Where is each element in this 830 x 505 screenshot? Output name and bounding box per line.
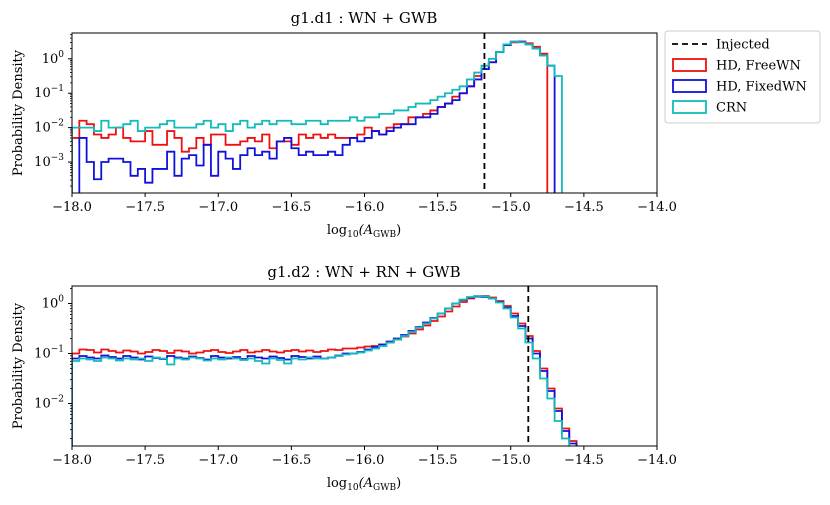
x-tick-label: −14.5 (564, 453, 604, 468)
x-tick-label: −14.5 (564, 200, 604, 215)
histogram-crn (72, 295, 571, 446)
plot-area (72, 33, 563, 193)
y-axis-ticks: 100 10−1 10−2 (34, 288, 72, 439)
x-tick-label: −17.5 (125, 200, 165, 215)
histogram-hd-fixedwn (72, 295, 578, 446)
x-axis-label-log: log (327, 476, 347, 491)
legend-swatch (672, 100, 707, 114)
y-tick-label: 10−2 (34, 119, 64, 136)
x-tick-label: −16.0 (345, 200, 385, 215)
x-axis-label-log: log (327, 223, 347, 238)
x-tick-label: −18.0 (52, 453, 92, 468)
y-tick-label: 100 (42, 50, 65, 67)
y-tick-label: 10−1 (34, 345, 64, 362)
y-tick-label: 10−2 (34, 395, 64, 412)
legend: Injected HD, FreeWN HD, FixedWN CRN (664, 30, 821, 124)
x-axis-label-sub: GWB (373, 483, 396, 493)
y-axis-ticks: 100 10−1 10−2 10−3 (34, 34, 72, 187)
x-tick-label: −15.0 (491, 453, 531, 468)
x-tick-label: −17.0 (198, 453, 238, 468)
x-tick-label: −15.0 (491, 200, 531, 215)
x-axis-label-paren: (A (359, 476, 373, 491)
y-tick-label: 10−1 (34, 84, 64, 101)
legend-label: HD, FreeWN (716, 59, 801, 74)
legend-entry: HD, FixedWN (672, 79, 807, 95)
histogram-hd-fixedwn (78, 40, 556, 193)
x-tick-label: −18.0 (52, 200, 92, 215)
x-tick-label: −16.0 (345, 453, 385, 468)
legend-label: Injected (716, 38, 770, 53)
x-axis-label-close: ) (396, 223, 401, 238)
legend-swatch (672, 58, 707, 72)
legend-entry: Injected (672, 38, 770, 53)
panel-title: g1.d1 : WN + GWB (291, 9, 438, 27)
x-tick-label: −16.5 (271, 200, 311, 215)
y-tick-label: 100 (42, 295, 65, 312)
plot-area (72, 286, 578, 446)
legend-entry: CRN (672, 100, 747, 116)
y-axis-label: Probability Density (11, 49, 26, 176)
x-tick-label: −15.5 (418, 200, 458, 215)
legend-frame (664, 30, 821, 124)
x-axis-ticks: −18.0 −17.5 −17.0 −16.5 −16.0 −15.5 −15.0 −14.5… (52, 193, 677, 215)
x-axis-label: log10(AGWB) (327, 476, 401, 493)
histogram-hd-freewn (72, 40, 549, 193)
x-tick-label: −14.0 (637, 200, 677, 215)
x-axis-label-sub10: 10 (347, 483, 359, 493)
x-axis-label-close: ) (396, 476, 401, 491)
x-axis-ticks: −18.0 −17.5 −17.0 −16.5 −16.0 −15.5 −15.0 −14.5… (52, 446, 677, 468)
legend-label: CRN (716, 101, 747, 116)
legend-label: HD, FixedWN (716, 80, 807, 95)
x-tick-label: −14.0 (637, 453, 677, 468)
x-axis-label-sub10: 10 (347, 230, 359, 240)
legend-entry: HD, FreeWN (672, 58, 801, 74)
panel-g1-d1: g1.d1 : WN + GWB −18.0 −17.5 −17.0 −16.5 −16… (11, 9, 677, 240)
histogram-hd-freewn (72, 295, 578, 446)
x-axis-label: log10(AGWB) (327, 223, 401, 240)
x-tick-label: −15.5 (418, 453, 458, 468)
x-axis-label-sub: GWB (373, 230, 396, 240)
x-tick-label: −17.0 (198, 200, 238, 215)
panel-title: g1.d2 : WN + RN + GWB (267, 263, 460, 281)
y-tick-label: 10−3 (34, 153, 64, 170)
x-axis-label-paren: (A (359, 223, 373, 238)
axes-frame (71, 285, 658, 447)
histogram-crn (72, 40, 563, 193)
y-axis-label: Probability Density (11, 302, 26, 429)
x-tick-label: −16.5 (271, 453, 311, 468)
panel-g1-d2: g1.d2 : WN + RN + GWB −18.0 −17.5 −17.0 −16… (11, 263, 677, 493)
legend-swatch (672, 79, 707, 93)
x-tick-label: −17.5 (125, 453, 165, 468)
